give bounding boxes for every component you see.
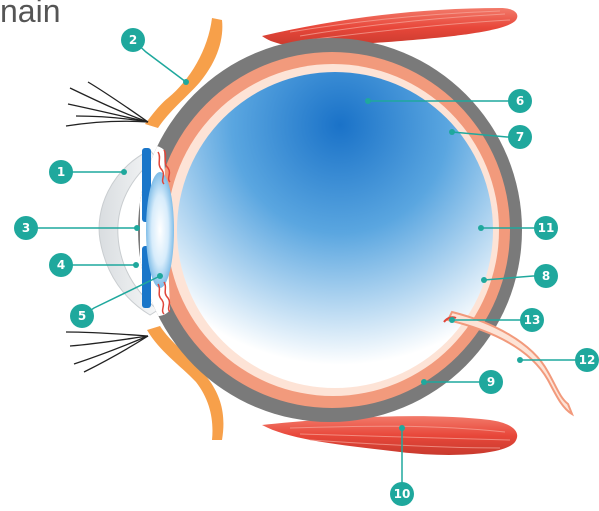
upper-eyelid <box>145 18 223 128</box>
callout-badge-11 <box>534 216 558 240</box>
callout-number-9: 9 <box>487 375 495 389</box>
callout-number-1: 1 <box>57 165 65 179</box>
callout-number-7: 7 <box>516 130 524 144</box>
callout-number-3: 3 <box>22 221 30 235</box>
callout-dot-2 <box>183 79 189 85</box>
callout-dot-7 <box>449 129 455 135</box>
inferior-muscle-striations <box>289 425 511 449</box>
lens <box>146 172 174 288</box>
callout-badge-7 <box>508 125 532 149</box>
callout-number-13: 13 <box>524 313 541 327</box>
callout-badge-10 <box>390 482 414 506</box>
callout-dot-1 <box>121 169 127 175</box>
callout-number-8: 8 <box>542 269 550 283</box>
callout-badge-12 <box>575 348 599 372</box>
callout-badge-5 <box>70 304 94 328</box>
cornea <box>98 149 159 316</box>
upper-eyelashes <box>65 81 149 127</box>
callout-badge-1 <box>49 160 73 184</box>
callout-number-4: 4 <box>57 258 65 272</box>
callout-dot-6 <box>365 98 371 104</box>
callout-dot-9 <box>421 379 427 385</box>
callout-dot-12 <box>517 357 523 363</box>
callout-dot-5 <box>157 273 163 279</box>
lower-eyelid <box>147 326 224 440</box>
callout-dot-10 <box>399 425 405 431</box>
callout-dot-11 <box>478 225 484 231</box>
callout-badge-3 <box>14 216 38 240</box>
callout-number-2: 2 <box>129 33 137 47</box>
optic-disc <box>443 316 457 323</box>
callout-dot-8 <box>481 277 487 283</box>
optic-nerve <box>446 310 575 417</box>
vitreous-body <box>177 72 493 388</box>
callout-badge-4 <box>49 253 73 277</box>
page-title: nain <box>0 0 61 29</box>
lower-eyelashes <box>65 331 149 373</box>
callout-badge-9 <box>479 370 503 394</box>
callout-dot-13 <box>449 317 455 323</box>
callout-number-6: 6 <box>516 94 524 108</box>
callout-dot-4 <box>133 262 139 268</box>
inferior-muscle <box>262 416 518 455</box>
callout-number-12: 12 <box>579 353 596 367</box>
callout-number-11: 11 <box>538 221 555 235</box>
ciliary-body <box>157 149 171 315</box>
callout-badge-8 <box>534 264 558 288</box>
callout-badge-6 <box>508 89 532 113</box>
callout-badge-13 <box>520 308 544 332</box>
callout-badge-2 <box>121 28 145 52</box>
callout-number-10: 10 <box>394 487 411 501</box>
callout-number-5: 5 <box>78 309 86 323</box>
callout-dot-3 <box>134 225 140 231</box>
superior-muscle-striations <box>289 10 511 42</box>
